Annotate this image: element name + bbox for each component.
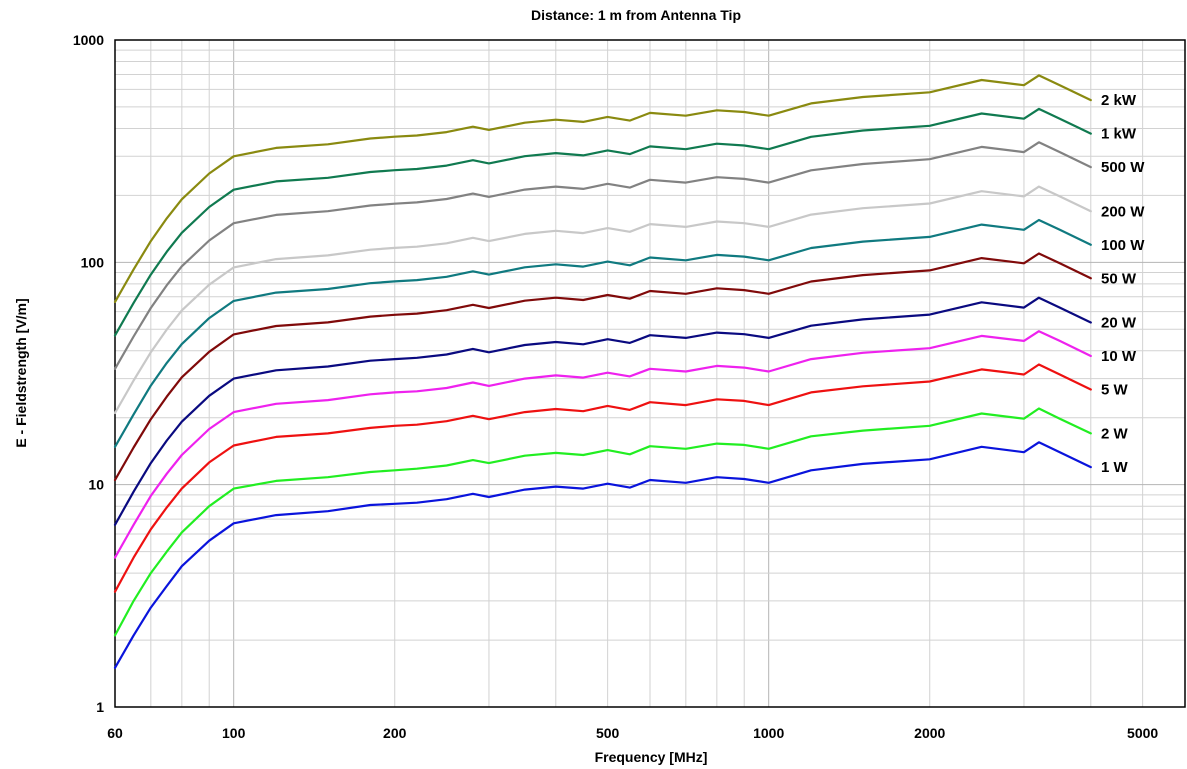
x-tick-label: 100 bbox=[222, 725, 246, 741]
series-line-200-w bbox=[113, 185, 1092, 415]
y-tick-label: 1000 bbox=[73, 32, 104, 48]
series-label: 1 W bbox=[1101, 459, 1129, 476]
y-tick-label: 1 bbox=[96, 699, 104, 715]
series-label: 200 W bbox=[1101, 203, 1145, 220]
chart-title: Distance: 1 m from Antenna Tip bbox=[531, 7, 741, 23]
series-line-5-w bbox=[113, 363, 1092, 593]
series-line-1-kw bbox=[113, 107, 1092, 337]
series-line-500-w bbox=[113, 141, 1092, 370]
series-label: 20 W bbox=[1101, 315, 1137, 332]
series-line-100-w bbox=[113, 218, 1092, 448]
series-line-20-w bbox=[113, 296, 1092, 526]
y-axis-title: E - Fieldstrength [V/m] bbox=[13, 298, 29, 447]
x-tick-label: 1000 bbox=[753, 725, 784, 741]
series-line-2-kw bbox=[113, 74, 1092, 303]
series-line-1-w bbox=[113, 441, 1092, 669]
series-label: 1 kW bbox=[1101, 126, 1137, 143]
x-tick-label: 2000 bbox=[914, 725, 945, 741]
series-line-10-w bbox=[113, 330, 1092, 559]
y-tick-labels: 1 10 100 1000 bbox=[73, 32, 104, 715]
series-label: 2 W bbox=[1101, 425, 1129, 442]
x-tick-label: 500 bbox=[596, 725, 620, 741]
series-label: 100 W bbox=[1101, 237, 1145, 254]
series-label: 500 W bbox=[1101, 159, 1145, 176]
y-tick-label: 100 bbox=[81, 254, 105, 270]
grid bbox=[114, 40, 1186, 707]
series-label: 5 W bbox=[1101, 381, 1129, 398]
series-label: 10 W bbox=[1101, 348, 1137, 365]
plot-frame bbox=[114, 39, 1186, 708]
series-label: 2 kW bbox=[1101, 92, 1137, 109]
x-tick-labels: 60 100 200 500 1000 2000 5000 bbox=[107, 725, 1158, 741]
series-label: 50 W bbox=[1101, 270, 1137, 287]
series-labels: 1 W 2 W 5 W 10 W 20 W 50 W 100 W 200 W 500 W 1 kW… bbox=[1101, 92, 1145, 476]
x-tick-label: 200 bbox=[383, 725, 407, 741]
x-tick-label: 5000 bbox=[1127, 725, 1158, 741]
series-lines bbox=[113, 74, 1092, 669]
series-line-50-w bbox=[113, 252, 1092, 482]
series-line-2-w bbox=[113, 407, 1092, 637]
x-tick-label: 60 bbox=[107, 725, 123, 741]
y-tick-label: 10 bbox=[88, 477, 104, 493]
x-axis-title: Frequency [MHz] bbox=[595, 749, 708, 765]
